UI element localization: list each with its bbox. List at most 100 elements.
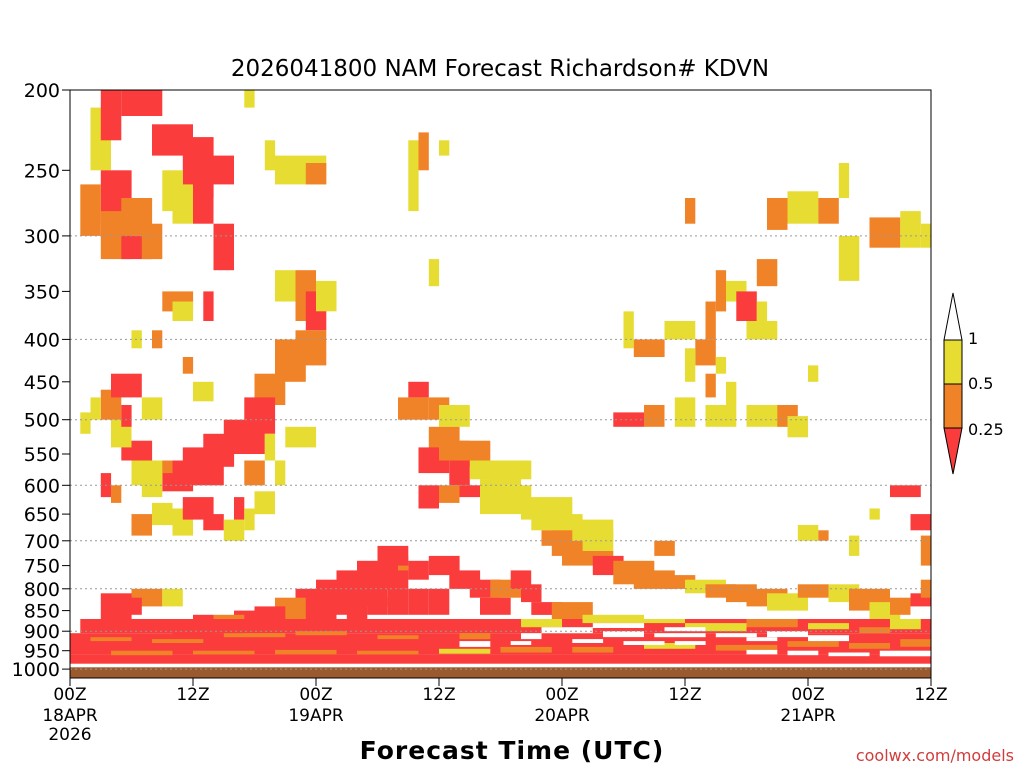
heatmap-cell — [459, 633, 491, 640]
y-axis: 200 250 300 350 400 450 500 550 600 650 700 7508008… — [12, 80, 70, 681]
heatmap-cell — [787, 650, 819, 656]
heatmap-cell — [746, 637, 778, 642]
heatmap-cell — [787, 641, 839, 647]
heatmap-cell — [162, 588, 183, 607]
heatmap-cell — [244, 508, 255, 531]
legend-label: 0.25 — [968, 420, 1004, 439]
heatmap-cell — [223, 633, 286, 638]
heatmap-cell — [756, 301, 768, 331]
heatmap-cell — [808, 365, 819, 382]
heatmap-cell — [398, 397, 429, 420]
heatmap-cell — [111, 373, 142, 398]
heatmap-cell — [582, 614, 644, 624]
heatmap-cell — [644, 619, 685, 624]
heatmap-cell — [254, 491, 275, 515]
heatmap-cell — [244, 460, 265, 486]
heatmap-cell — [746, 619, 798, 628]
heatmap-cell — [818, 530, 829, 541]
heatmap-cell — [295, 631, 347, 636]
heatmap-cell — [459, 641, 491, 647]
heatmap-cell — [152, 639, 204, 643]
heatmap-cell — [326, 588, 378, 598]
heatmap-cell — [808, 623, 849, 630]
heatmap-cell — [264, 433, 276, 461]
heatmap-cell — [900, 211, 921, 248]
heatmap-cell — [275, 460, 286, 486]
heatmap-cell — [787, 191, 819, 224]
heatmap-cell — [439, 648, 491, 654]
heatmap-cell — [213, 223, 234, 271]
heatmap-cell — [387, 588, 409, 615]
y-tick-label: 550 — [24, 444, 60, 466]
colorbar-legend: 1 0.5 0.25 — [943, 292, 1004, 475]
heatmap-cell — [603, 631, 644, 638]
heatmap-cell — [521, 584, 542, 603]
heatmap-cell — [428, 259, 440, 287]
heatmap-cell — [377, 545, 409, 566]
heatmap-cell — [70, 633, 931, 643]
chart-title: 2026041800 NAM Forecast Richardson# KDVN — [231, 56, 769, 82]
heatmap-cell — [152, 460, 163, 480]
heatmap-cell — [459, 485, 480, 498]
y-tick-label: 350 — [24, 281, 60, 303]
heatmap-cell — [890, 485, 921, 498]
heatmap-cell — [100, 90, 122, 141]
heatmap-cell — [244, 90, 255, 108]
heatmap-cell — [275, 270, 296, 302]
heatmap-cell — [726, 381, 737, 405]
heatmap-cell — [920, 535, 932, 566]
heatmap-cell — [736, 291, 757, 321]
heatmap-cell — [172, 301, 193, 321]
heatmap-cell — [408, 560, 429, 580]
heatmap-cell — [715, 633, 757, 638]
heatmap-cell — [439, 485, 460, 503]
heatmap-cell — [510, 641, 532, 645]
heatmap-cell — [305, 163, 327, 185]
heatmap-cell — [500, 646, 552, 653]
y-tick-label: 1000 — [12, 659, 60, 681]
x-tick-label: 12Z — [422, 685, 455, 705]
heatmap-cell — [715, 644, 778, 651]
heatmap-cell — [70, 654, 931, 664]
heatmap-cell — [111, 485, 122, 503]
heatmap-cell — [418, 485, 439, 509]
y-tick-label: 200 — [24, 80, 60, 102]
gridlines — [70, 235, 931, 670]
heatmap-cell — [193, 650, 255, 655]
heatmap-cell — [890, 619, 921, 630]
y-tick-label: 450 — [24, 372, 60, 394]
heatmap-cell — [756, 259, 778, 287]
heatmap-cell — [859, 627, 891, 634]
heatmap-cell — [408, 140, 419, 212]
heatmap-cell — [152, 330, 163, 349]
heatmap-cell — [193, 170, 214, 224]
heatmap-cell — [828, 652, 870, 657]
heatmap-cell — [182, 497, 214, 520]
x-tick-label: 12Z — [176, 685, 209, 705]
heatmap-cell — [572, 646, 614, 653]
legend-label: 1 — [968, 329, 978, 348]
heatmap-cells — [70, 90, 932, 664]
legend-label: 0.5 — [968, 374, 993, 393]
heatmap-cell — [131, 514, 152, 536]
heatmap-cell — [521, 497, 573, 520]
x-tick-label: 00Z — [545, 685, 578, 705]
heatmap-cell — [480, 479, 501, 515]
heatmap-cell — [674, 397, 696, 427]
heatmap-cell — [787, 416, 808, 438]
heatmap-cell — [849, 643, 890, 649]
heatmap-cell — [285, 426, 317, 448]
heatmap-cell — [213, 155, 234, 185]
heatmap-cell — [644, 405, 665, 427]
heatmap-cell — [418, 132, 429, 171]
heatmap-cell — [551, 602, 593, 619]
heatmap-cell — [510, 570, 532, 589]
x-tick-label: 12Z — [668, 685, 701, 705]
heatmap-cell — [900, 639, 932, 647]
heatmap-cell — [357, 650, 419, 655]
heatmap-cell — [664, 321, 696, 340]
heatmap-cell — [141, 223, 163, 260]
x-tick-sublabel: 19APR — [288, 706, 344, 726]
